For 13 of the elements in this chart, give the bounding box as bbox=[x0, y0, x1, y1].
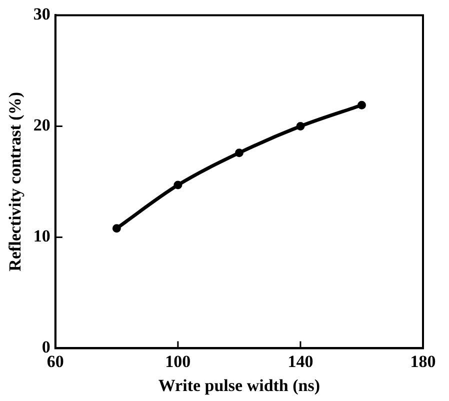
y-tick-label: 20 bbox=[33, 116, 50, 135]
point bbox=[174, 180, 182, 190]
y-axis-title: Reflectivity contrast (%) bbox=[6, 92, 25, 272]
point bbox=[112, 224, 121, 233]
y-tick-label: 10 bbox=[33, 226, 50, 246]
point bbox=[357, 100, 366, 110]
point bbox=[234, 148, 244, 158]
x-tick-label: 100 bbox=[165, 352, 191, 371]
x-tick-label: 180 bbox=[410, 352, 436, 371]
point bbox=[296, 122, 305, 130]
x-tick-label: 140 bbox=[288, 352, 314, 371]
x-axis-title: Write pulse width (ns) bbox=[158, 376, 320, 396]
y-tick-label: 30 bbox=[33, 4, 50, 24]
